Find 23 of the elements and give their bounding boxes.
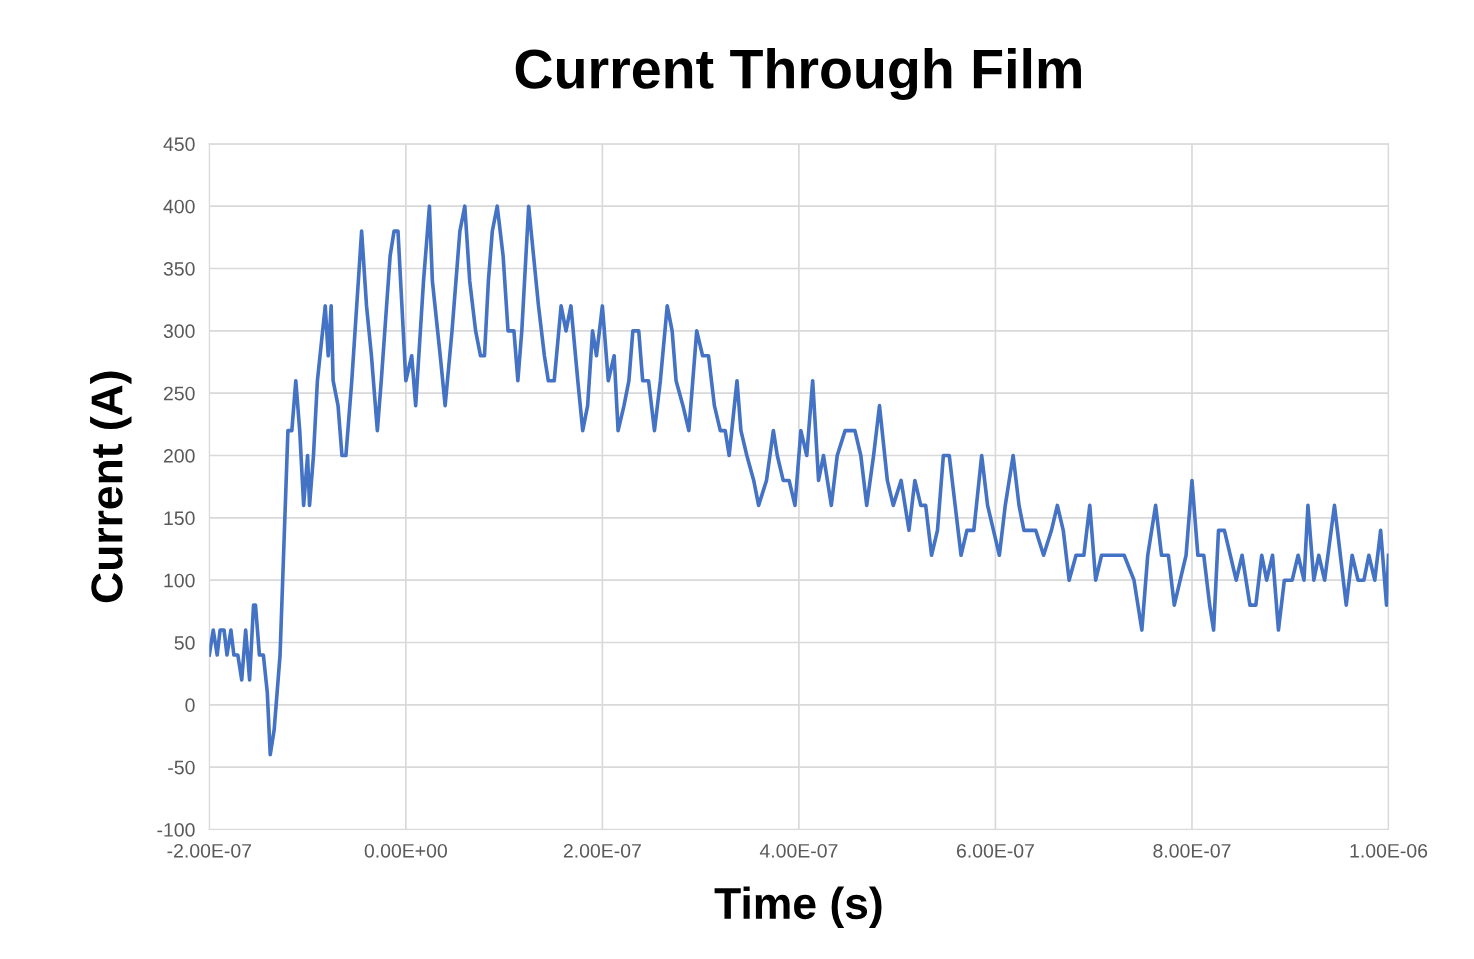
y-tick-label: 50 bbox=[174, 636, 195, 650]
line-series bbox=[209, 204, 1389, 757]
x-tick-label: 0.00E+00 bbox=[364, 843, 447, 858]
y-tick-label: 350 bbox=[163, 261, 195, 276]
y-tick-label: -50 bbox=[168, 760, 195, 775]
y-tick-label: 0 bbox=[185, 698, 195, 713]
y-axis-title: Current (A) bbox=[90, 371, 132, 603]
chart-title: Current Through Film bbox=[515, 48, 1081, 101]
y-tick-label: 300 bbox=[163, 324, 195, 339]
x-tick-label: -2.00E-07 bbox=[167, 843, 252, 858]
x-tick-label: 6.00E-07 bbox=[956, 843, 1034, 858]
y-tick-label: 450 bbox=[163, 137, 195, 152]
y-tick-label: 150 bbox=[164, 511, 195, 526]
x-tick-label: 1.00E-06 bbox=[1350, 843, 1428, 858]
y-tick-label: 400 bbox=[163, 199, 195, 214]
x-tick-label: 4.00E-07 bbox=[759, 843, 838, 858]
y-tick-label: 200 bbox=[163, 448, 195, 463]
y-tick-label: 250 bbox=[163, 386, 195, 401]
y-tick-label: 100 bbox=[164, 573, 195, 588]
x-tick-label: 8.00E-07 bbox=[1153, 843, 1231, 858]
x-axis-title: Time (s) bbox=[714, 886, 882, 928]
y-tick-label: -100 bbox=[157, 823, 195, 837]
x-tick-label: 2.00E-07 bbox=[563, 843, 641, 858]
